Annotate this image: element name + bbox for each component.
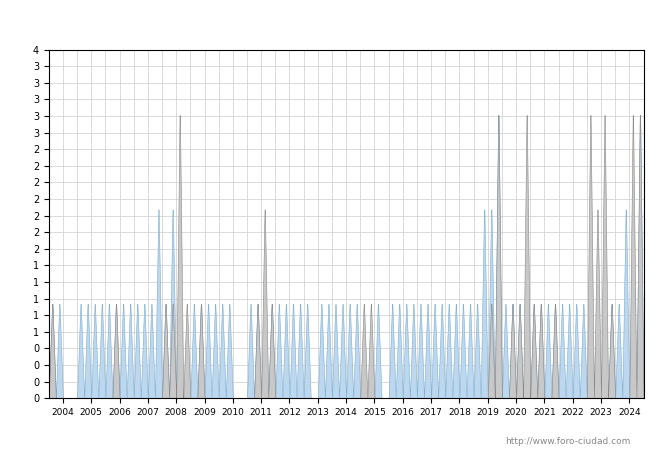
Text: http://www.foro-ciudad.com: http://www.foro-ciudad.com (505, 436, 630, 446)
Text: Caminomorisco - Evolucion del Nº de Transacciones Inmobiliarias: Caminomorisco - Evolucion del Nº de Tran… (86, 16, 564, 31)
